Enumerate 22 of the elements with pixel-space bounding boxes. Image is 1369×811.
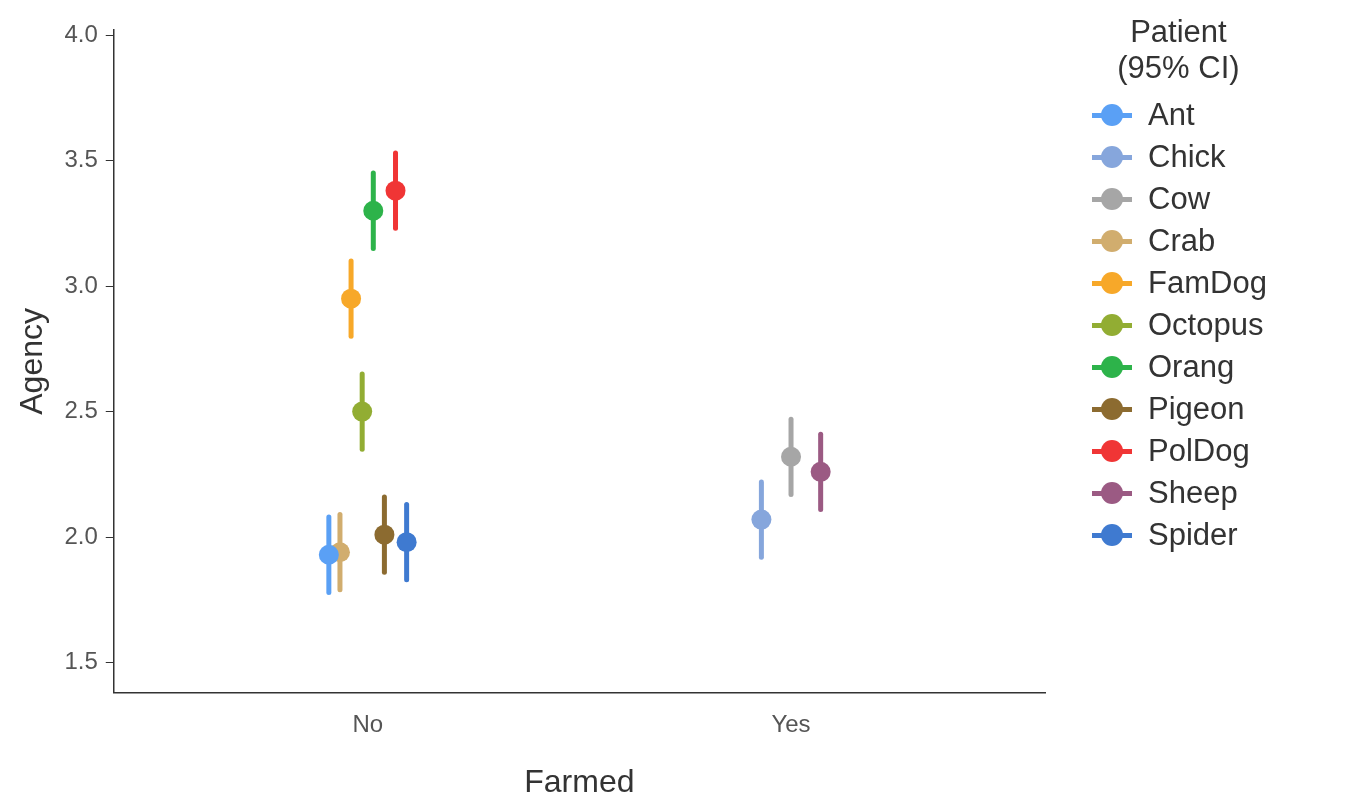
legend-label: Spider: [1148, 517, 1238, 553]
y-tick-label: 2.0: [64, 521, 98, 549]
x-tick-label: Yes: [771, 709, 811, 737]
legend-label: Octopus: [1148, 307, 1264, 343]
y-tick-label: 3.0: [64, 270, 98, 298]
legend-label: Sheep: [1148, 475, 1238, 511]
y-tick-label: 2.5: [64, 396, 98, 424]
legend-label: Ant: [1148, 97, 1195, 133]
legend-label: PolDog: [1148, 433, 1250, 469]
legend-label: FamDog: [1148, 265, 1267, 301]
legend-label: Chick: [1148, 139, 1226, 175]
x-axis-title: Farmed: [524, 762, 635, 799]
legend-title: Patient (95% CI): [1116, 14, 1241, 86]
y-tick-label: 1.5: [64, 647, 98, 675]
y-tick-label: 3.5: [64, 145, 98, 173]
legend-label: Cow: [1148, 181, 1211, 217]
legend-label: Orang: [1148, 349, 1235, 385]
legend-label: Crab: [1148, 223, 1216, 259]
y-axis-title: Agency: [13, 308, 50, 415]
y-tick-label: 4.0: [64, 19, 98, 47]
x-tick-label: No: [352, 709, 384, 737]
legend-label: Pigeon: [1148, 391, 1245, 427]
